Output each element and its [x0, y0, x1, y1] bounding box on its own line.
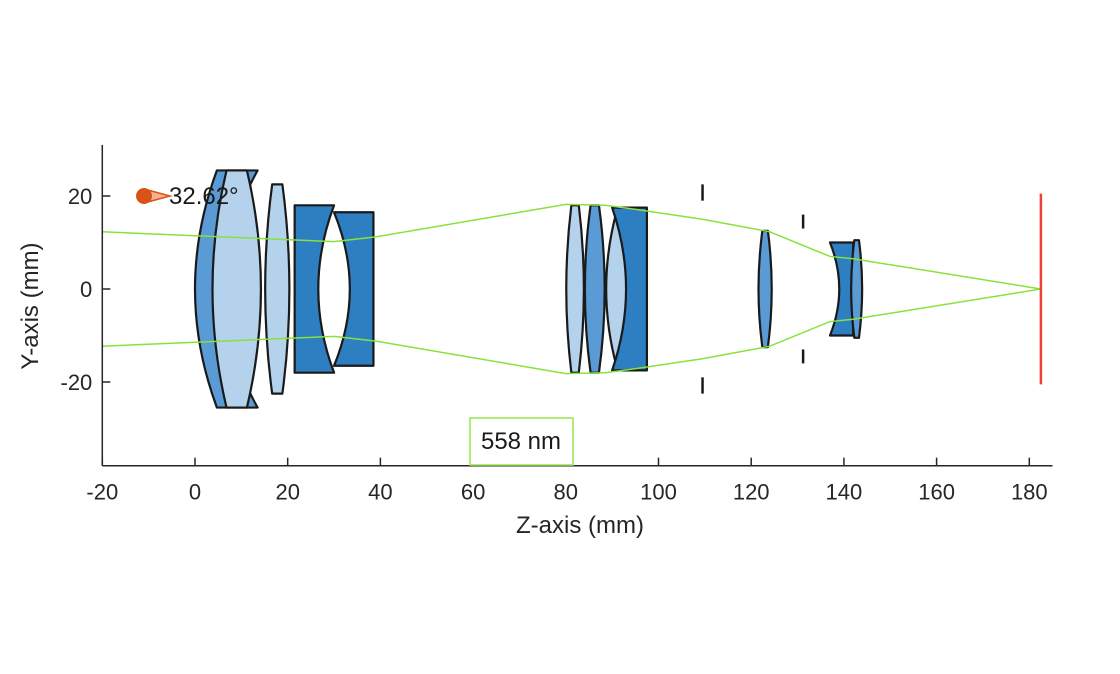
lens-elements	[193, 169, 864, 409]
x-tick-label: 160	[918, 480, 955, 505]
x-tick-label: 40	[368, 480, 392, 505]
lens-element-7	[583, 204, 606, 374]
y-axis-ticks: 20 0 -20	[61, 184, 111, 395]
wavelength-label: 558 nm	[481, 428, 561, 455]
y-axis-title: Y-axis (mm)	[17, 242, 44, 369]
lens-element-10	[757, 229, 773, 349]
axes: -20 0 20 40 60 80 100 120 140 160 180 200-20	[61, 144, 1053, 505]
x-tick-label: 180	[1011, 480, 1048, 505]
lens-element-6	[565, 204, 585, 374]
x-tick-label: 0	[189, 480, 201, 505]
x-tick-label: 60	[461, 480, 485, 505]
y-tick-label: 20	[68, 184, 92, 209]
x-tick-label: 120	[733, 480, 770, 505]
x-tick-label: 20	[275, 480, 299, 505]
y-tick-label: 0	[80, 277, 92, 302]
field-angle-marker: 32.62°	[136, 183, 239, 210]
ray-1	[102, 203, 1042, 290]
lens-element-3	[264, 183, 291, 395]
lens-element-4	[293, 204, 336, 374]
wavelength-legend: 558 nm	[469, 417, 574, 466]
wavelength-legend-box	[469, 417, 574, 466]
x-axis-title: Z-axis (mm)	[516, 512, 644, 539]
x-tick-label: 140	[826, 480, 863, 505]
x-tick-label: -20	[86, 480, 118, 505]
x-axis-ticks: -20 0 20 40 60 80 100 120 140 160 180	[86, 457, 1048, 505]
x-tick-label: 100	[640, 480, 677, 505]
field-angle-dot	[136, 188, 153, 204]
aperture-stops	[701, 184, 805, 394]
x-tick-label: 80	[554, 480, 578, 505]
ray-traces	[102, 203, 1042, 375]
y-tick-label: -20	[61, 370, 93, 395]
lens-element-12	[850, 239, 864, 339]
lens-element-9	[611, 206, 649, 372]
ray-2	[102, 288, 1042, 375]
field-angle-label: 32.62°	[169, 183, 239, 210]
lens-element-2	[211, 169, 263, 409]
lens-element-5	[332, 211, 375, 367]
